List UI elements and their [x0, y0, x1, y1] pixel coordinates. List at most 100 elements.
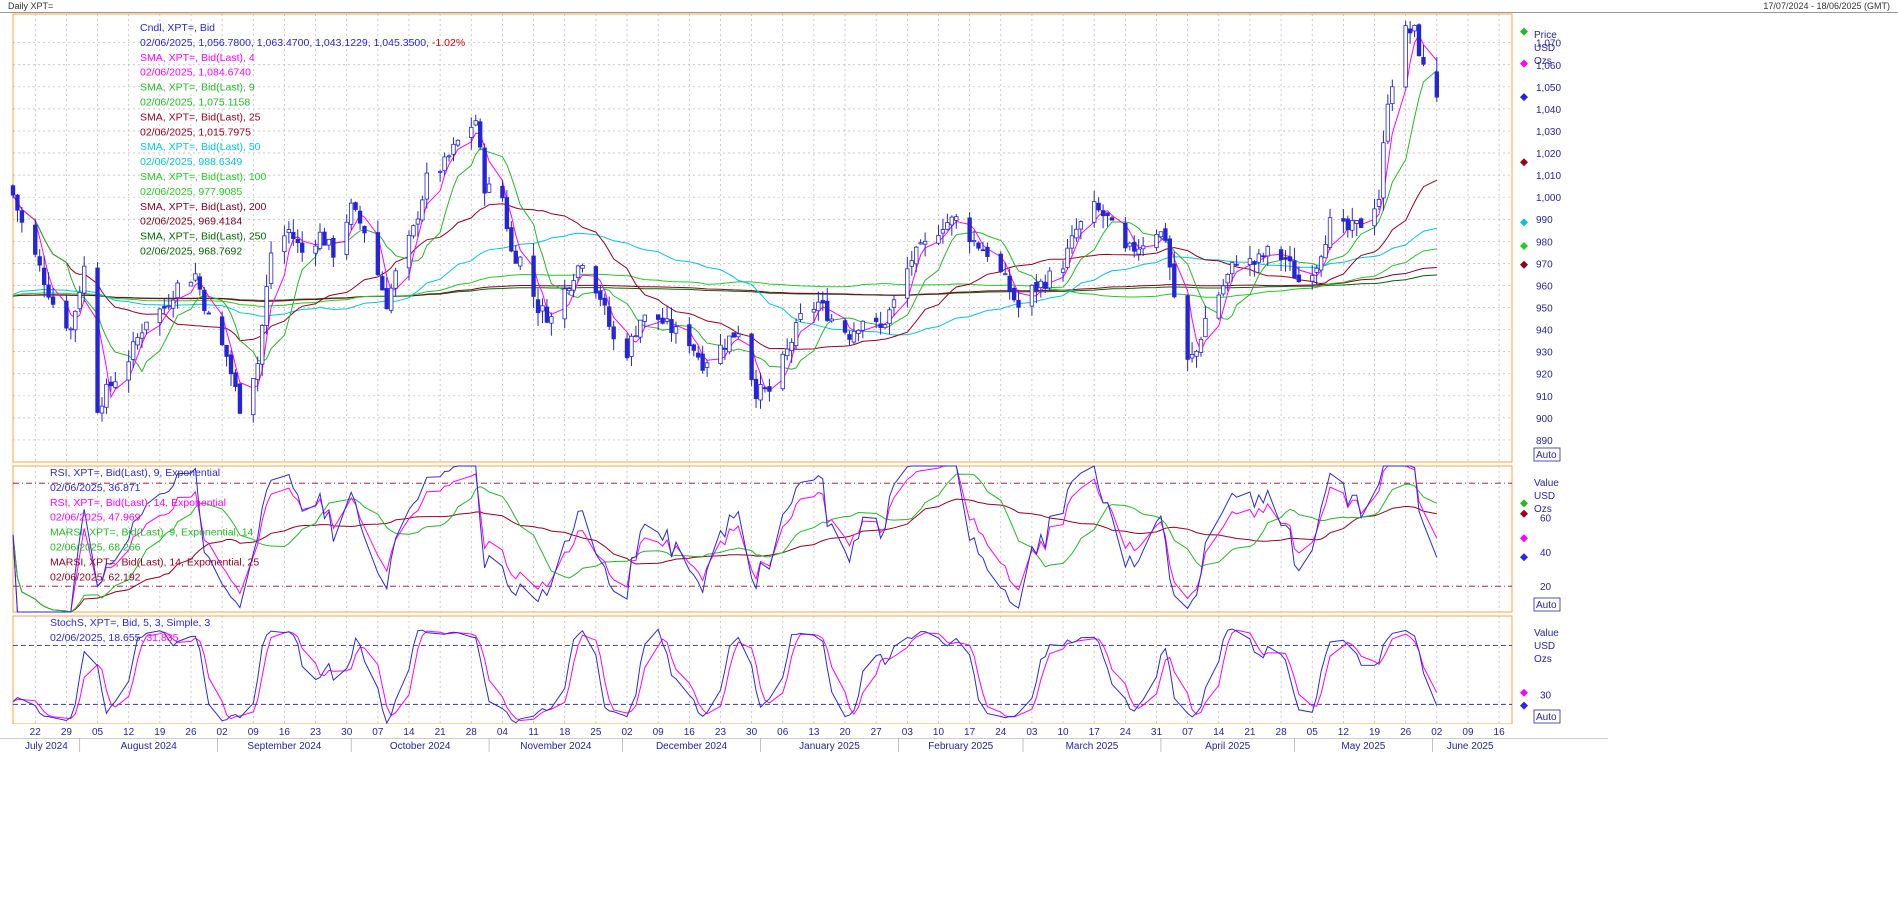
- candle-body[interactable]: [1292, 260, 1297, 279]
- candle-body[interactable]: [1034, 282, 1039, 291]
- candle-body[interactable]: [193, 273, 198, 281]
- candle-body[interactable]: [64, 300, 69, 329]
- candle-body[interactable]: [166, 305, 171, 308]
- candle-body[interactable]: [384, 288, 389, 310]
- candle-body[interactable]: [820, 300, 825, 304]
- candle-body[interactable]: [411, 225, 416, 237]
- candle-body[interactable]: [1278, 249, 1284, 261]
- candle-body[interactable]: [976, 242, 981, 249]
- candle-body[interactable]: [237, 383, 243, 414]
- candle-body[interactable]: [1421, 57, 1426, 65]
- candle-body[interactable]: [37, 256, 42, 266]
- candle-body[interactable]: [19, 210, 25, 223]
- candle-body[interactable]: [282, 235, 287, 253]
- candle-body[interactable]: [535, 299, 541, 314]
- candle-body[interactable]: [442, 156, 447, 172]
- candle-body[interactable]: [905, 268, 910, 299]
- candle-body[interactable]: [1096, 202, 1101, 211]
- candle-body[interactable]: [1043, 281, 1048, 289]
- candle-body[interactable]: [291, 231, 296, 239]
- candle-body[interactable]: [264, 286, 269, 326]
- price-auto-button-box[interactable]: [1533, 447, 1561, 462]
- candle-body[interactable]: [762, 387, 768, 390]
- candle-body[interactable]: [170, 299, 176, 309]
- candle-body[interactable]: [259, 325, 265, 365]
- candle-body[interactable]: [753, 378, 759, 400]
- candle-body[interactable]: [780, 353, 785, 390]
- candle-body[interactable]: [758, 384, 763, 401]
- candle-body[interactable]: [473, 120, 478, 126]
- candle-body[interactable]: [936, 235, 941, 244]
- candle-body[interactable]: [971, 240, 977, 242]
- candle-body[interactable]: [1163, 228, 1168, 241]
- candle-body[interactable]: [1198, 338, 1204, 353]
- candle-body[interactable]: [718, 344, 723, 364]
- candle-body[interactable]: [914, 246, 919, 265]
- candle-body[interactable]: [202, 289, 207, 311]
- candle-body[interactable]: [424, 172, 429, 200]
- candle-body[interactable]: [389, 287, 394, 311]
- candle-body[interactable]: [504, 197, 510, 230]
- candle-body[interactable]: [1376, 199, 1382, 207]
- candle-body[interactable]: [1403, 25, 1408, 88]
- candle-body[interactable]: [99, 405, 105, 414]
- candle-body[interactable]: [1385, 103, 1391, 142]
- candle-body[interactable]: [1234, 263, 1239, 266]
- candle-body[interactable]: [415, 218, 421, 225]
- candle-body[interactable]: [922, 240, 928, 245]
- candle-body[interactable]: [286, 229, 292, 233]
- candle-body[interactable]: [1016, 299, 1021, 308]
- candle-body[interactable]: [73, 310, 78, 331]
- candle-body[interactable]: [46, 284, 51, 298]
- rsi-auto-button-box[interactable]: [1533, 597, 1561, 612]
- candle-body[interactable]: [33, 224, 38, 255]
- stoch-auto-button-box[interactable]: [1533, 709, 1561, 724]
- candle-body[interactable]: [15, 194, 20, 211]
- candle-body[interactable]: [851, 330, 857, 343]
- candle-body[interactable]: [1318, 256, 1324, 271]
- candle-body[interactable]: [1189, 353, 1195, 359]
- stoch-panel[interactable]: 30 Value USD Ozs Auto StochS, XPT=, Bid, 5, 3…: [12, 615, 1561, 725]
- candle-body[interactable]: [10, 185, 16, 196]
- candle-body[interactable]: [1132, 241, 1137, 252]
- candle-body[interactable]: [509, 227, 514, 252]
- candle-body[interactable]: [767, 386, 772, 392]
- candle-body[interactable]: [1203, 317, 1208, 338]
- candle-body[interactable]: [638, 319, 643, 338]
- candle-body[interactable]: [967, 217, 972, 243]
- candle-body[interactable]: [82, 265, 87, 294]
- candle-body[interactable]: [1047, 270, 1052, 289]
- candle-body[interactable]: [446, 155, 452, 158]
- candle-body[interactable]: [1172, 263, 1177, 298]
- candle-body[interactable]: [633, 335, 639, 338]
- price-panel[interactable]: 890 900 910 920 930 940 950 960 970 980 990 1,000 1,…: [10, 13, 1561, 463]
- candle-body[interactable]: [611, 326, 616, 340]
- candle-body[interactable]: [130, 341, 136, 360]
- candle-body[interactable]: [669, 319, 674, 334]
- candle-body[interactable]: [980, 249, 986, 252]
- candle-body[interactable]: [749, 333, 754, 381]
- candle-body[interactable]: [393, 270, 398, 289]
- candle-body[interactable]: [874, 317, 879, 322]
- candle-body[interactable]: [139, 332, 145, 339]
- candle-body[interactable]: [1354, 220, 1359, 224]
- candle-body[interactable]: [847, 334, 852, 340]
- candle-body[interactable]: [1065, 247, 1070, 268]
- candle-body[interactable]: [1140, 245, 1146, 250]
- candle-body[interactable]: [486, 183, 492, 193]
- candle-body[interactable]: [175, 282, 180, 299]
- candle-body[interactable]: [598, 290, 603, 300]
- candle-body[interactable]: [68, 328, 74, 331]
- candle-body[interactable]: [1123, 222, 1128, 249]
- candle-body[interactable]: [331, 237, 336, 258]
- candle-body[interactable]: [1007, 275, 1012, 292]
- candle-body[interactable]: [1092, 201, 1097, 223]
- candle-body[interactable]: [206, 312, 211, 315]
- candle-body[interactable]: [295, 238, 300, 244]
- candle-body[interactable]: [891, 299, 897, 308]
- candle-body[interactable]: [949, 216, 955, 226]
- candle-body[interactable]: [1434, 71, 1439, 98]
- candle-body[interactable]: [985, 246, 990, 257]
- candle-body[interactable]: [300, 242, 305, 253]
- candle-body[interactable]: [1381, 142, 1386, 199]
